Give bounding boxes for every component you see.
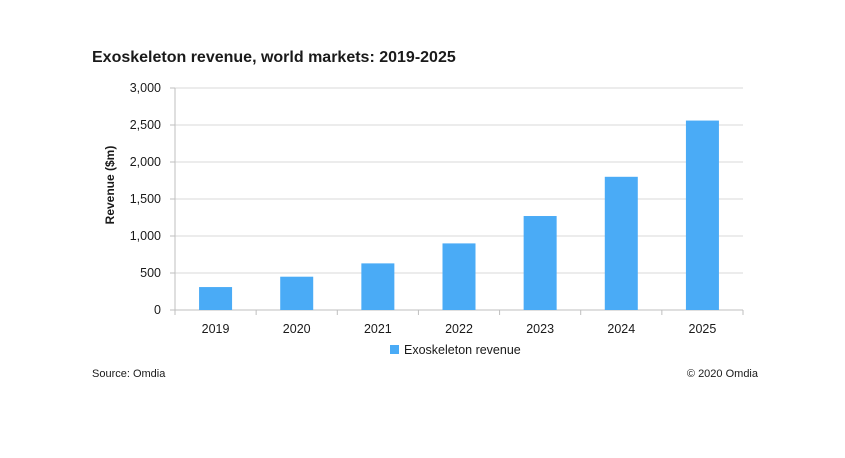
copyright-note: © 2020 Omdia <box>686 368 758 380</box>
y-axis-title: Revenue ($m) <box>103 146 117 225</box>
y-tick-label: 0 <box>154 303 161 317</box>
y-tick-labels: 0 500 1,000 1,500 2,000 2,500 3,000 <box>130 81 161 317</box>
legend-label: Exoskeleton revenue <box>404 343 521 357</box>
y-tick-label: 1,500 <box>130 192 161 206</box>
source-note: Source: Omdia <box>92 368 166 380</box>
bars <box>199 120 719 310</box>
x-tick-label: 2024 <box>607 322 635 336</box>
y-tick-label: 2,500 <box>130 118 161 132</box>
bar-2020 <box>280 276 314 310</box>
chart-title: Exoskeleton revenue, world markets: 2019… <box>92 49 456 66</box>
bar-2023 <box>523 216 557 310</box>
bar-2025 <box>685 120 719 310</box>
y-tick-label: 1,000 <box>130 229 161 243</box>
x-tick-label: 2020 <box>283 322 311 336</box>
bar-2019 <box>199 287 233 310</box>
legend: Exoskeleton revenue <box>390 343 521 357</box>
x-tick-label: 2025 <box>689 322 717 336</box>
x-tick-label: 2023 <box>526 322 554 336</box>
y-tick-label: 3,000 <box>130 81 161 95</box>
x-tick-label: 2019 <box>202 322 230 336</box>
y-tick-label: 2,000 <box>130 155 161 169</box>
bar-2022 <box>442 243 476 310</box>
legend-swatch <box>390 345 399 354</box>
bar-2021 <box>361 263 395 310</box>
x-tick-label: 2021 <box>364 322 392 336</box>
x-tick-label: 2022 <box>445 322 473 336</box>
y-tick-label: 500 <box>140 266 161 280</box>
x-tick-labels: 2019 2020 2021 2022 2023 2024 2025 <box>202 322 717 336</box>
bar-2024 <box>604 176 638 310</box>
